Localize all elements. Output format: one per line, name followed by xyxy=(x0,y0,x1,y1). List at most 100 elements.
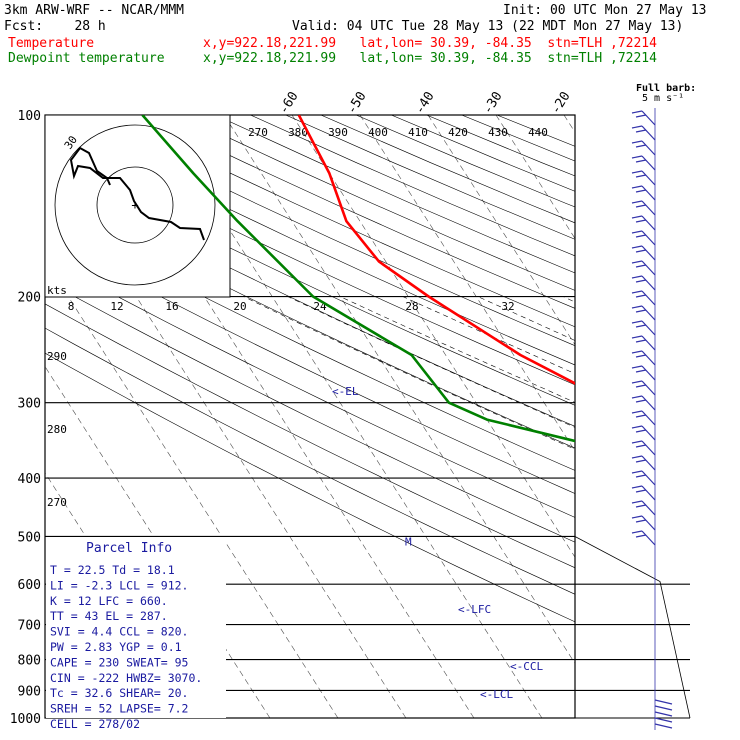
hodograph-speed-label: 32 xyxy=(501,300,514,313)
dry-adiabat-line xyxy=(250,115,575,257)
dry-adiabat-line xyxy=(45,154,575,406)
wind-barb-shaft xyxy=(641,110,656,126)
wind-barb-shaft xyxy=(641,425,656,441)
wind-barb xyxy=(631,530,656,546)
parcel-info-row: CAPE = 230 SWEAT= 95 xyxy=(50,655,188,669)
wind-barb-shaft xyxy=(641,215,656,231)
temperature-tick-label: -50 xyxy=(344,89,369,117)
parcel-info-row: SVI = 4.4 CCL = 820. xyxy=(50,625,188,639)
pressure-level-label: 900 xyxy=(18,684,41,699)
isotherm-line xyxy=(700,115,740,718)
wind-barb-flag xyxy=(635,324,647,328)
barb-scale-units: 5 m s⁻¹ xyxy=(642,93,685,104)
wind-barb-flag xyxy=(635,204,647,208)
theta-label: 420 xyxy=(448,126,468,139)
wind-barb xyxy=(631,200,656,216)
wind-barb xyxy=(631,380,656,396)
moist-adiabat-line xyxy=(649,297,740,719)
wind-barb xyxy=(631,335,656,351)
dry-adiabat-line xyxy=(45,173,575,427)
wind-barb-flag xyxy=(635,414,647,418)
wind-barb-flag xyxy=(631,305,643,309)
hodograph-ring-outer xyxy=(54,124,216,286)
init-time: Init: 00 UTC Mon 27 May 13 xyxy=(503,3,707,18)
wind-barb-flag xyxy=(635,309,647,313)
wind-barb-shaft xyxy=(654,705,673,711)
wind-barb-flag xyxy=(635,144,647,148)
forecast-hour: Fcst: 28 h xyxy=(4,19,106,34)
wind-barb-flag xyxy=(631,185,643,189)
pressure-level-label: 800 xyxy=(18,654,41,669)
wind-barb-flag xyxy=(631,395,643,399)
wind-barb-shaft xyxy=(641,230,656,246)
wind-barb-flag xyxy=(635,399,647,403)
dewpoint-profile xyxy=(141,115,575,443)
wind-barb xyxy=(631,140,656,156)
dry-adiabat-line xyxy=(45,193,575,449)
wind-barb-shaft xyxy=(641,515,656,531)
wind-barb-shaft xyxy=(641,170,656,186)
wind-barb-shaft xyxy=(641,410,656,426)
wind-barb-flag xyxy=(631,200,643,204)
hodograph-center-marker: + xyxy=(131,198,138,212)
wind-barb xyxy=(631,470,656,486)
wind-barb-flag xyxy=(635,519,647,523)
isotherm-line xyxy=(563,115,575,133)
theta-label: 380 xyxy=(288,126,308,139)
pressure-level-label: 600 xyxy=(18,578,41,593)
wind-barb-flag xyxy=(631,170,643,174)
wind-barb xyxy=(631,350,656,366)
dewpoint-location: x,y=922.18,221.99 lat,lon= 30.39, -84.35… xyxy=(203,51,657,66)
parcel-level-annotation: <-LFC xyxy=(458,603,491,616)
parcel-info-title: Parcel Info xyxy=(86,541,172,556)
hodograph-speed-label: 28 xyxy=(405,300,418,313)
parcel-info-row: LI = -2.3 LCL = 912. xyxy=(50,578,188,592)
dry-adiabat-line xyxy=(45,214,575,471)
pressure-level-label: 700 xyxy=(18,619,41,634)
hodograph-speed-label: 12 xyxy=(110,300,123,313)
wind-barb xyxy=(631,170,656,186)
wind-barb xyxy=(631,515,656,531)
wind-barb-flag xyxy=(635,429,647,433)
wind-barb-flag xyxy=(631,335,643,339)
wind-barb-flag xyxy=(631,485,643,489)
hodograph-speed-label: 8 xyxy=(68,300,75,313)
wind-barb-flag xyxy=(635,219,647,223)
wind-barb-flag xyxy=(635,354,647,358)
wind-barb xyxy=(631,230,656,246)
dry-adiabat-line xyxy=(320,115,575,224)
moist-adiabat-line xyxy=(339,296,575,403)
wind-barb-shaft xyxy=(641,260,656,276)
wind-barb-shaft xyxy=(641,485,656,501)
temperature-legend: Temperature xyxy=(8,36,95,51)
theta-side-label: 290 xyxy=(47,350,67,363)
parcel-level-annotation: <-CCL xyxy=(510,660,543,673)
wind-barb-flag xyxy=(631,455,643,459)
pressure-level-label: 200 xyxy=(18,291,41,306)
wind-barb-shaft xyxy=(641,140,656,156)
wind-barb-flag xyxy=(635,534,647,538)
wind-barb-shaft xyxy=(641,350,656,366)
wind-barb-flag xyxy=(631,500,643,504)
wind-barb-flag xyxy=(631,215,643,219)
barb-scale-label: Full barb: xyxy=(636,83,697,94)
wind-barb-flag xyxy=(635,129,647,133)
pressure-level-label: 400 xyxy=(18,472,41,487)
hodograph-trace xyxy=(69,146,205,241)
wind-barb xyxy=(631,215,656,231)
pressure-level-label: 1000 xyxy=(10,712,41,727)
temperature-tick-label: -20 xyxy=(548,89,573,117)
wind-barb xyxy=(631,455,656,471)
parcel-info-row: T = 22.5 Td = 18.1 xyxy=(50,563,175,577)
theta-label: 440 xyxy=(528,126,548,139)
wind-barb xyxy=(631,500,656,516)
temperature-tick-label: -40 xyxy=(412,89,437,117)
parcel-info-box xyxy=(46,537,226,718)
wind-barb-flag xyxy=(635,174,647,178)
lower-box-edge xyxy=(574,536,691,719)
wind-barb-shaft xyxy=(641,125,656,141)
hodograph-ring-label: 30 xyxy=(62,133,80,151)
wind-barb-flag xyxy=(635,249,647,253)
wind-barb-shaft xyxy=(641,290,656,306)
